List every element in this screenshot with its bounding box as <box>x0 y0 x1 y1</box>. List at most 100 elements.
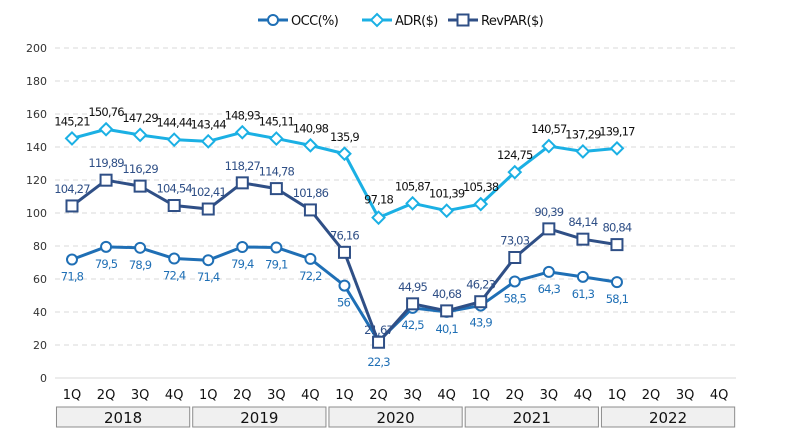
y-tick-label: 120 <box>26 174 47 187</box>
x-tick-label: 4Q <box>710 388 729 403</box>
x-tick-label: 1Q <box>63 388 82 403</box>
revpar-point <box>201 202 215 216</box>
adr-data-label: 124,75 <box>497 148 533 162</box>
revpar-data-label: 40,68 <box>432 287 461 301</box>
occ-data-label: 72,4 <box>163 269 186 283</box>
occ-data-label: 61,3 <box>572 287 595 301</box>
occ-data-label: 72,2 <box>299 269 322 283</box>
y-tick-label: 180 <box>26 75 47 88</box>
gridlines <box>55 47 736 379</box>
occ-data-label: 71,4 <box>197 270 220 284</box>
adr-point <box>98 121 114 137</box>
revpar-point <box>167 199 181 213</box>
revpar-point <box>303 203 317 217</box>
year-group-label: 2022 <box>649 409 687 427</box>
adr-data-label: 143,44 <box>191 117 227 131</box>
revpar-point <box>235 176 249 190</box>
adr-point <box>405 195 421 211</box>
occ-line <box>71 245 618 343</box>
occ-point <box>304 252 317 265</box>
revpar-data-label: 104,27 <box>54 182 90 196</box>
occ-data-label: 22,3 <box>367 355 390 369</box>
revpar-point <box>576 232 590 246</box>
x-tick-label: 4Q <box>165 388 184 403</box>
revpar-data-label: 104,54 <box>156 182 192 196</box>
adr-data-label: 105,87 <box>395 179 431 193</box>
occ-point <box>610 276 623 289</box>
occ-point <box>338 279 351 292</box>
occ-point <box>508 275 521 288</box>
occ-point <box>100 240 113 253</box>
year-group-box <box>600 406 736 428</box>
y-tick-label: 100 <box>26 207 47 220</box>
occ-point <box>134 241 147 254</box>
legend-circle-icon <box>267 14 279 26</box>
adr-point <box>439 203 455 219</box>
occ-data-label: 64,3 <box>538 282 561 296</box>
revpar-data-label: 118,27 <box>225 159 261 173</box>
legend-label: OCC(%) <box>291 14 338 29</box>
occ-data-label: 79,5 <box>95 257 118 271</box>
data-labels: 71,8 79,5 78,9 72,4 71,4 79,4 79,1 72,2 56 22,3 42… <box>54 105 636 369</box>
x-tick-label: 4Q <box>437 388 456 403</box>
year-group-box <box>328 406 463 428</box>
adr-point <box>234 124 250 140</box>
legend: OCC(%) ADR($) RevPAR($) <box>258 12 544 29</box>
x-tick-label: 2Q <box>233 388 252 403</box>
occ-data-label: 43,9 <box>470 316 493 330</box>
y-tick-label: 160 <box>26 108 47 121</box>
adr-point <box>200 133 216 149</box>
revpar-point <box>269 182 283 196</box>
y-tick-label: 200 <box>26 42 47 55</box>
legend-diamond-icon <box>369 12 385 28</box>
year-group-box <box>55 406 191 428</box>
y-tick-label: 40 <box>33 306 47 319</box>
adr-point <box>371 210 386 226</box>
revpar-data-label: 44,95 <box>398 280 427 294</box>
adr-data-label: 150,76 <box>88 105 124 119</box>
adr-data-label: 140,98 <box>293 121 329 135</box>
adr-data-label: 145,11 <box>259 115 295 129</box>
occ-point <box>202 254 215 267</box>
occ-data-label: 56 <box>337 296 351 310</box>
revpar-data-label: 73,03 <box>500 234 529 248</box>
adr-data-label: 135,9 <box>330 130 359 144</box>
x-tick-label: 3Q <box>403 388 422 403</box>
revpar-point <box>542 222 556 236</box>
adr-data-label: 140,57 <box>531 122 567 136</box>
legend-label: ADR($) <box>395 14 438 29</box>
revpar-point <box>440 304 454 318</box>
adr-data-label: 145,21 <box>54 114 90 128</box>
adr-point <box>541 138 557 154</box>
y-tick-label: 80 <box>33 240 47 253</box>
year-group-box <box>192 406 327 428</box>
adr-point <box>507 164 523 180</box>
occ-data-label: 71,8 <box>61 270 84 284</box>
occ-point <box>168 252 181 265</box>
revpar-point <box>508 251 522 265</box>
adr-point <box>609 140 625 156</box>
year-group-label: 2020 <box>376 409 414 427</box>
revpar-point <box>65 199 79 213</box>
occ-point <box>542 265 555 278</box>
year-group-label: 2019 <box>240 409 278 427</box>
adr-point <box>337 146 352 162</box>
occ-data-label: 42,5 <box>401 318 424 332</box>
x-tick-label: 1Q <box>335 388 354 403</box>
x-tick-label: 2Q <box>369 388 388 403</box>
occ-data-label: 78,9 <box>129 258 152 272</box>
x-tick-label: 3Q <box>676 388 695 403</box>
y-tick-label: 140 <box>26 141 47 154</box>
x-tick-label: 3Q <box>131 388 150 403</box>
revpar-point <box>474 295 488 309</box>
adr-point <box>64 130 80 146</box>
revpar-data-label: 116,29 <box>122 162 158 176</box>
adr-data-label: 105,38 <box>463 180 499 194</box>
occ-data-label: 58,5 <box>504 291 527 305</box>
revpar-data-label: 21,67 <box>364 323 393 337</box>
occ-point <box>236 240 249 253</box>
x-tick-label: 2Q <box>506 388 525 403</box>
adr-point <box>132 127 148 143</box>
adr-data-label: 144,44 <box>156 116 192 130</box>
